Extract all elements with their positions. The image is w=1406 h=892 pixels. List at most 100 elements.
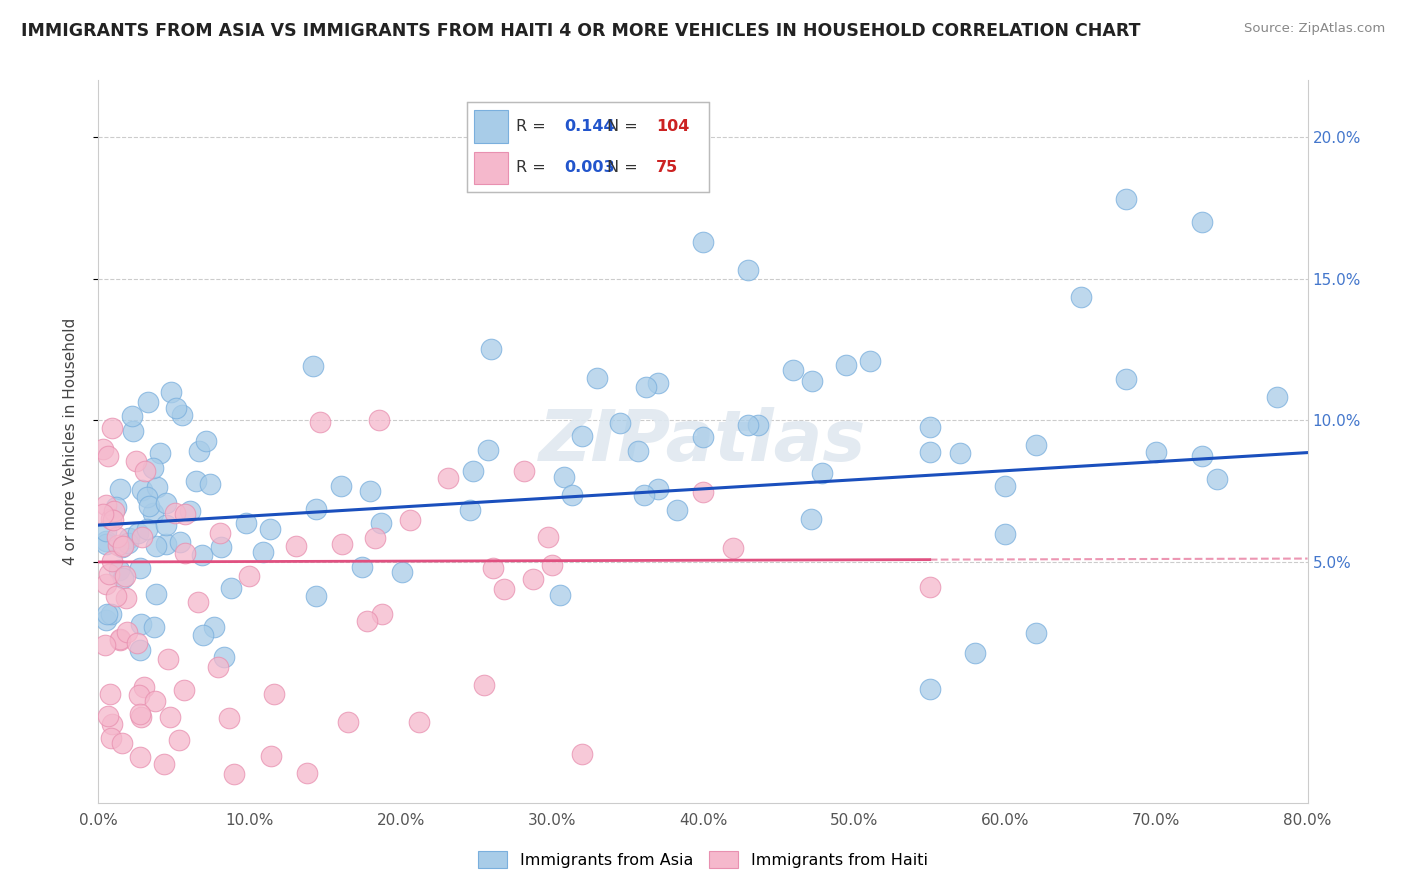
Immigrants from Haiti (536, 530, 558, 544)
Immigrants from Asia (155, 518, 177, 533)
Immigrants from Haiti (91, 442, 114, 456)
Immigrants from Asia (302, 359, 325, 373)
Immigrants from Asia (136, 394, 159, 409)
Immigrants from Haiti (238, 569, 260, 583)
Immigrants from Haiti (332, 537, 354, 551)
Immigrants from Asia (1191, 450, 1213, 464)
Immigrants from Asia (219, 582, 242, 596)
Immigrants from Asia (481, 343, 503, 357)
Immigrants from Haiti (173, 546, 195, 560)
Immigrants from Haiti (110, 632, 132, 646)
Immigrants from Asia (111, 540, 134, 554)
Immigrants from Asia (187, 443, 209, 458)
Immigrants from Haiti (295, 766, 318, 780)
Immigrants from Asia (666, 503, 689, 517)
Immigrants from Asia (330, 479, 353, 493)
Immigrants from Haiti (482, 561, 505, 575)
Immigrants from Asia (252, 545, 274, 559)
Immigrants from Asia (94, 524, 117, 538)
Immigrants from Haiti (98, 566, 121, 581)
Immigrants from Haiti (100, 688, 122, 702)
Immigrants from Haiti (222, 766, 245, 780)
Immigrants from Haiti (571, 747, 593, 761)
Immigrants from Asia (1206, 472, 1229, 486)
Immigrants from Asia (138, 499, 160, 513)
Immigrants from Haiti (111, 736, 134, 750)
Immigrants from Haiti (132, 680, 155, 694)
Immigrants from Haiti (522, 573, 544, 587)
Immigrants from Asia (571, 429, 593, 443)
Immigrants from Haiti (103, 504, 125, 518)
Immigrants from Haiti (436, 471, 458, 485)
Immigrants from Asia (458, 502, 481, 516)
Immigrants from Haiti (492, 582, 515, 597)
Immigrants from Asia (305, 501, 328, 516)
Immigrants from Haiti (723, 541, 745, 556)
Immigrants from Asia (190, 548, 212, 562)
Immigrants from Haiti (107, 538, 129, 552)
Immigrants from Haiti (173, 507, 195, 521)
Immigrants from Asia (195, 434, 218, 449)
Immigrants from Haiti (371, 607, 394, 621)
Immigrants from Haiti (157, 652, 180, 666)
Immigrants from Haiti (512, 464, 534, 478)
Immigrants from Haiti (131, 710, 153, 724)
Immigrants from Asia (1267, 390, 1289, 404)
Immigrants from Haiti (364, 531, 387, 545)
Immigrants from Haiti (105, 530, 128, 544)
Immigrants from Asia (145, 586, 167, 600)
Immigrants from Asia (142, 506, 165, 520)
Immigrants from Haiti (131, 530, 153, 544)
Immigrants from Asia (477, 442, 499, 457)
Immigrants from Asia (1144, 445, 1167, 459)
Immigrants from Asia (209, 540, 232, 554)
Immigrants from Asia (142, 460, 165, 475)
Immigrants from Haiti (143, 694, 166, 708)
Immigrants from Haiti (104, 589, 127, 603)
Immigrants from Asia (747, 417, 769, 432)
Immigrants from Haiti (399, 513, 422, 527)
Immigrants from Asia (647, 376, 669, 391)
Immigrants from Haiti (169, 733, 191, 747)
Immigrants from Asia (548, 588, 571, 602)
Immigrants from Asia (155, 496, 177, 510)
Immigrants from Asia (94, 613, 117, 627)
Immigrants from Haiti (114, 568, 136, 582)
Immigrants from Asia (391, 566, 413, 580)
Immigrants from Asia (202, 620, 225, 634)
Immigrants from Asia (737, 418, 759, 433)
Immigrants from Haiti (128, 706, 150, 721)
Text: ZIPatlas: ZIPatlas (540, 407, 866, 476)
Immigrants from Asia (1115, 372, 1137, 386)
Immigrants from Asia (835, 358, 858, 372)
Immigrants from Haiti (94, 638, 117, 652)
Immigrants from Asia (994, 527, 1017, 541)
Text: Source: ZipAtlas.com: Source: ZipAtlas.com (1244, 22, 1385, 36)
Immigrants from Haiti (115, 624, 138, 639)
Immigrants from Asia (96, 607, 118, 621)
Immigrants from Asia (801, 374, 824, 388)
Immigrants from Asia (145, 539, 167, 553)
Immigrants from Asia (647, 482, 669, 496)
Immigrants from Haiti (101, 716, 124, 731)
Immigrants from Asia (169, 534, 191, 549)
Immigrants from Asia (586, 371, 609, 385)
Immigrants from Asia (737, 263, 759, 277)
Immigrants from Haiti (125, 454, 148, 468)
Immigrants from Asia (949, 446, 972, 460)
Immigrants from Asia (350, 560, 373, 574)
Immigrants from Asia (811, 466, 834, 480)
Immigrants from Haiti (111, 540, 134, 554)
Immigrants from Asia (117, 536, 139, 550)
Immigrants from Haiti (284, 539, 307, 553)
Immigrants from Asia (918, 682, 941, 697)
Immigrants from Haiti (207, 660, 229, 674)
Immigrants from Asia (214, 649, 236, 664)
Immigrants from Haiti (100, 731, 122, 745)
Immigrants from Asia (127, 525, 149, 540)
Immigrants from Haiti (134, 464, 156, 478)
Text: IMMIGRANTS FROM ASIA VS IMMIGRANTS FROM HAITI 4 OR MORE VEHICLES IN HOUSEHOLD CO: IMMIGRANTS FROM ASIA VS IMMIGRANTS FROM … (21, 22, 1140, 40)
Immigrants from Haiti (408, 715, 430, 730)
Immigrants from Asia (918, 445, 941, 459)
Immigrants from Asia (553, 470, 575, 484)
